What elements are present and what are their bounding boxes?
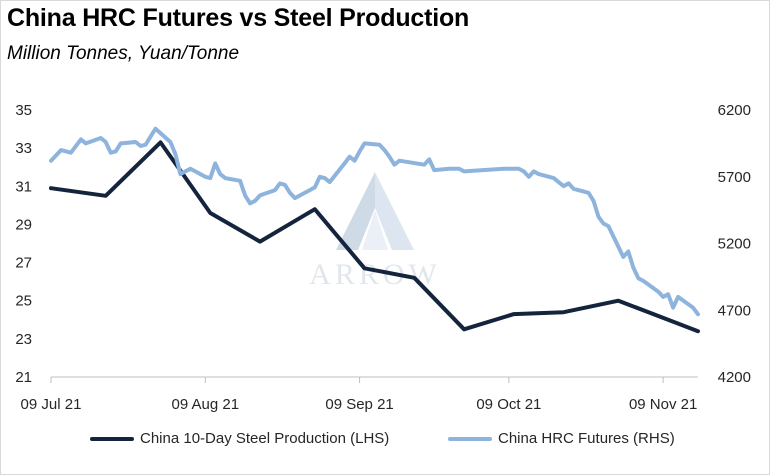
y-right-tick-label: 6200 [718,102,751,119]
watermark-text: ARROW [309,258,441,291]
y-right-tick-label: 5200 [718,236,751,253]
y-left-tick-label: 33 [15,140,32,157]
y-left-tick-label: 27 [15,255,32,272]
legend-swatch-futures [448,436,492,441]
chart-subtitle: Million Tonnes, Yuan/Tonne [7,43,240,64]
series-line-steel-production [49,140,700,334]
legend-label-futures: China HRC Futures (RHS) [498,430,675,447]
y-left-tick-label: 25 [15,293,32,310]
y-left-tick-label: 29 [15,216,32,233]
legend-label-production: China 10-Day Steel Production (LHS) [140,430,390,447]
y-left-tick-label: 35 [15,102,32,119]
chart-legend: China 10-Day Steel Production (LHS) Chin… [0,430,770,454]
axes-layer: 09 Jul 21 09 Aug 21 09 Sep 21 09 Oct 21 09 N… [15,102,751,413]
y-right-tick-label: 4200 [718,369,751,386]
legend-swatch-production [90,436,134,441]
x-tick-label: 09 Sep 21 [325,396,393,413]
x-tick-label: 09 Aug 21 [171,396,239,413]
y-right-tick-label: 5700 [718,169,751,186]
series-layer [49,126,700,334]
x-tick-label: 09 Nov 21 [629,396,697,413]
chart-title: China HRC Futures vs Steel Production [7,4,470,32]
y-left-tick-label: 21 [15,369,32,386]
legend-item-production: China 10-Day Steel Production (LHS) [90,430,389,447]
watermark-logo: ARROW [309,172,441,291]
watermark-mountain-center [362,210,388,250]
x-tick-label: 09 Jul 21 [21,396,82,413]
series-line-hrc-futures [49,126,700,317]
legend-item-futures: China HRC Futures (RHS) [448,430,675,447]
watermark-mountain-left [336,172,375,250]
x-tick-label: 09 Oct 21 [476,396,541,413]
y-left-tick-label: 31 [15,178,32,195]
y-right-tick-label: 4700 [718,302,751,319]
y-left-tick-label: 23 [15,331,32,348]
watermark-mountain-right [375,172,414,250]
